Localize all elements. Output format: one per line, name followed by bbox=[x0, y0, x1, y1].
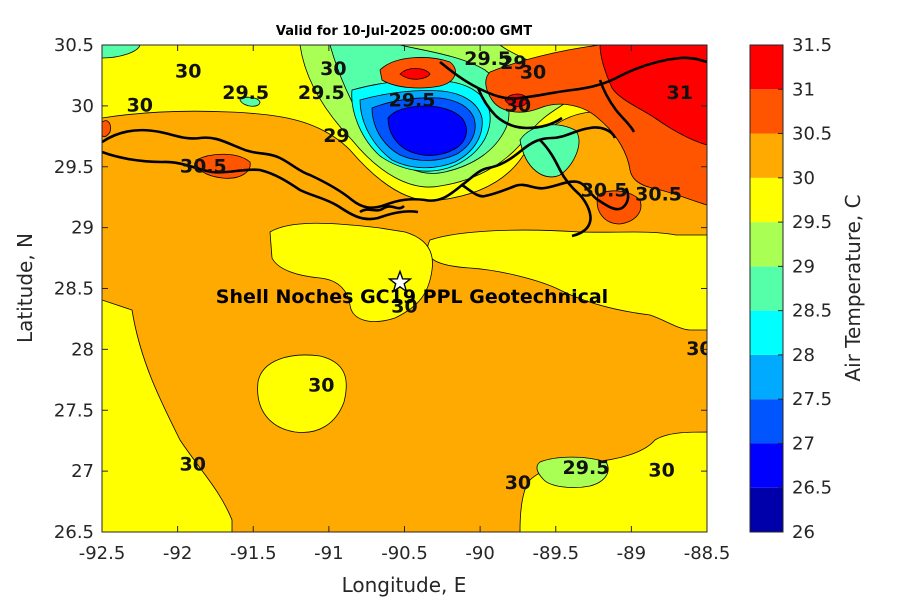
coastline-segment bbox=[359, 204, 405, 214]
colorbar-swatch bbox=[750, 487, 783, 532]
contour-label: 30 bbox=[180, 454, 206, 476]
x-tick-label: -91.5 bbox=[230, 543, 277, 564]
y-tick-label: 27 bbox=[71, 461, 94, 482]
colorbar-swatch bbox=[750, 222, 783, 267]
contour-fill-region bbox=[596, 190, 642, 225]
contour-fill-region bbox=[257, 354, 347, 433]
colorbar: 26 26.5 27 27.5 28 28.5 29 29.5 30 30.5 31 31.5 bbox=[749, 35, 832, 543]
x-tick-label: -90 bbox=[465, 543, 494, 564]
contour-label: 30 bbox=[127, 94, 153, 116]
colorbar-swatch bbox=[750, 443, 783, 488]
colorbar-tick-label: 26 bbox=[792, 522, 815, 543]
contour-label: 30 bbox=[505, 94, 531, 116]
colorbar-swatch bbox=[750, 354, 783, 400]
y-tick-label: 30.5 bbox=[54, 35, 94, 56]
contour-label: 29 bbox=[323, 125, 349, 147]
colorbar-tick-label: 27.5 bbox=[792, 389, 832, 410]
contour-fill-region bbox=[269, 222, 433, 322]
contour-label: 29.5 bbox=[464, 48, 511, 70]
colorbar-swatch bbox=[750, 266, 783, 311]
contour-label: 30 bbox=[308, 374, 334, 396]
colorbar-frame bbox=[749, 44, 784, 533]
coastline-segment bbox=[598, 79, 636, 133]
contour-label: 30.5 bbox=[635, 183, 682, 205]
coastline bbox=[102, 56, 707, 238]
coastline-segment bbox=[102, 150, 419, 221]
contour-label: 29.5 bbox=[222, 82, 269, 104]
x-tick-label: -90.5 bbox=[381, 543, 428, 564]
contour-fill-region bbox=[399, 67, 431, 80]
contour-fills bbox=[102, 45, 707, 532]
x-tick-label: -88.5 bbox=[684, 543, 731, 564]
y-tick-label: 28 bbox=[71, 339, 94, 360]
contour-label: 29.5 bbox=[563, 457, 610, 479]
colorbar-swatch bbox=[750, 177, 783, 223]
coastline-segment bbox=[461, 180, 630, 211]
colorbar-tick-label: 30.5 bbox=[792, 124, 832, 145]
axes: -92.5 -92 -91.5 -91 -90.5 -90 -89.5 -89 -88.5 26.… bbox=[54, 35, 730, 564]
x-tick-label: -92 bbox=[163, 543, 192, 564]
colorbar-swatch bbox=[750, 133, 783, 178]
y-axis-label: Latitude, N bbox=[13, 233, 37, 343]
site-star-marker bbox=[387, 269, 413, 293]
contour-fill-region bbox=[239, 96, 261, 107]
x-tick-label: -89.5 bbox=[532, 543, 579, 564]
contour-fill-region bbox=[387, 105, 467, 156]
colorbar-swatch bbox=[750, 310, 783, 355]
contour-fill-region bbox=[599, 45, 707, 146]
colorbar-tick-label: 27 bbox=[792, 433, 815, 454]
contour-label: 30 bbox=[505, 472, 531, 494]
colorbar-tick-label: 26.5 bbox=[792, 478, 832, 499]
contour-label: 30.5 bbox=[180, 155, 227, 177]
x-tick-label: -89 bbox=[617, 543, 646, 564]
contour-fill-region bbox=[536, 456, 609, 488]
contour-label: 29.5 bbox=[389, 90, 436, 112]
site-label: Shell Noches GC19 PPL Geotechnical bbox=[216, 286, 608, 308]
contour-label: 30 bbox=[320, 58, 346, 80]
x-tick-label: -91 bbox=[314, 543, 343, 564]
contour-label: 29 bbox=[500, 52, 526, 74]
y-tick-label: 30 bbox=[71, 96, 94, 117]
contour-fill-region bbox=[519, 431, 707, 532]
contour-label: 29.5 bbox=[298, 82, 345, 104]
y-tick-label: 26.5 bbox=[54, 522, 94, 543]
contour-label: 30 bbox=[175, 60, 201, 82]
y-tick-label: 28.5 bbox=[54, 279, 94, 300]
colorbar-tick-label: 28.5 bbox=[792, 301, 832, 322]
coastline-segment bbox=[539, 139, 592, 238]
y-tick-label: 29.5 bbox=[54, 157, 94, 178]
site-annotation: Shell Noches GC19 PPL Geotechnical bbox=[216, 269, 608, 308]
contour-label: 30.5 bbox=[581, 180, 628, 202]
colorbar-swatch bbox=[750, 45, 783, 90]
colorbar-tick-label: 29.5 bbox=[792, 212, 832, 233]
x-tick-label: -92.5 bbox=[79, 543, 126, 564]
y-tick-label: 29 bbox=[71, 218, 94, 239]
contour-label: 30 bbox=[686, 338, 712, 360]
colorbar-swatch bbox=[750, 89, 783, 134]
colorbar-tick-label: 30 bbox=[792, 168, 815, 189]
contour-label: 30 bbox=[520, 62, 546, 84]
contour-fill-region bbox=[427, 229, 707, 331]
x-axis-label: Longitude, E bbox=[342, 573, 467, 597]
contour-label: 30 bbox=[648, 460, 674, 482]
colorbar-label: Air Temperature, C bbox=[841, 194, 865, 381]
colorbar-tick-label: 28 bbox=[792, 345, 815, 366]
colorbar-tick-label: 31 bbox=[792, 79, 815, 100]
contour-label: 31 bbox=[667, 82, 693, 104]
y-tick-label: 27.5 bbox=[54, 400, 94, 421]
colorbar-tick-label: 29 bbox=[792, 256, 815, 277]
coastline-segment bbox=[476, 87, 563, 130]
colorbar-swatch bbox=[750, 399, 783, 444]
contour-label: 30 bbox=[391, 295, 417, 317]
coastline-segment bbox=[102, 126, 617, 210]
contour-fill-region bbox=[102, 299, 233, 532]
colorbar-tick-label: 31.5 bbox=[792, 35, 832, 56]
chart-title: Valid for 10-Jul-2025 00:00:00 GMT bbox=[276, 24, 532, 39]
